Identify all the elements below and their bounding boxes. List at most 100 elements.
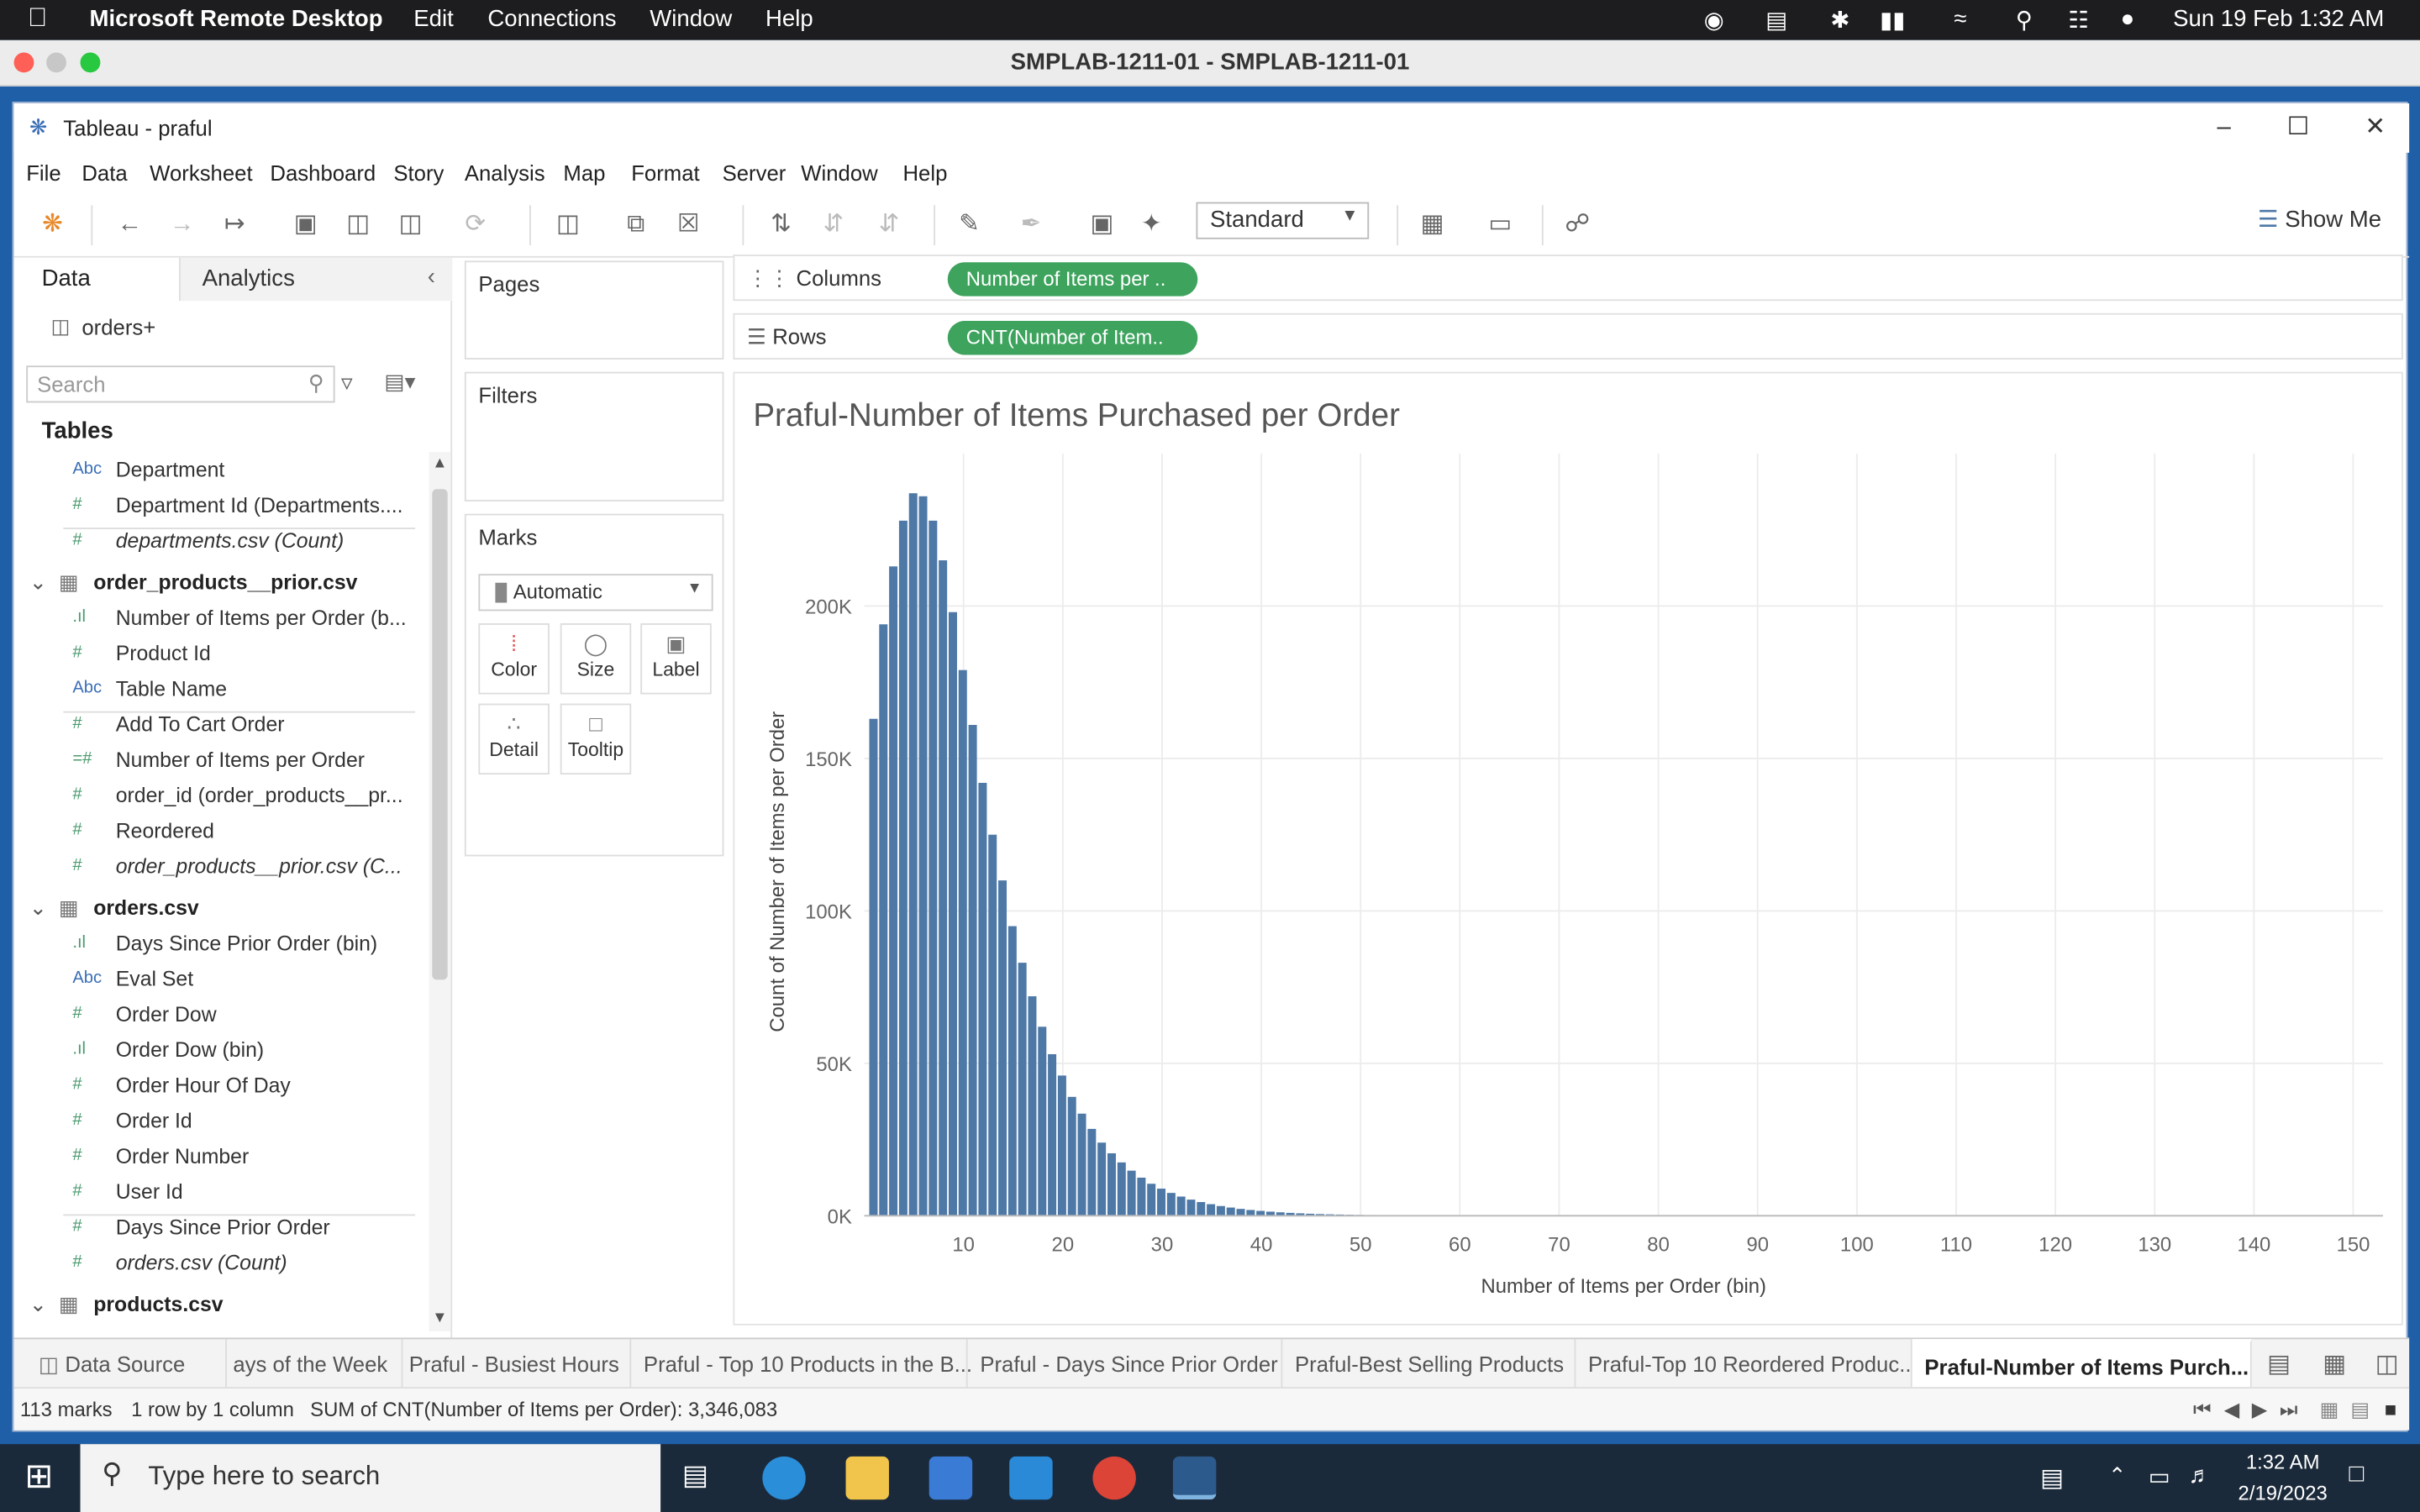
columns-shelf[interactable]: ⋮⋮ Columns Number of Items per .. xyxy=(733,255,2403,302)
bar[interactable] xyxy=(1316,1214,1325,1216)
tableau-home-icon[interactable]: ❋ xyxy=(42,211,63,238)
bar[interactable] xyxy=(1107,1152,1116,1216)
bar[interactable] xyxy=(1048,1053,1057,1216)
last-sheet-icon[interactable]: ⏭ xyxy=(2279,1398,2298,1421)
presentation-icon[interactable]: ▭ xyxy=(1488,211,1512,238)
undo-icon[interactable]: ← xyxy=(117,211,142,238)
windows-start-icon[interactable]: ⊞ xyxy=(24,1456,54,1495)
sheet-tab[interactable]: Praful-Best Selling Products xyxy=(1282,1339,1576,1389)
bar[interactable] xyxy=(918,496,928,1216)
notifications-icon[interactable]: □ xyxy=(2349,1461,2365,1488)
histogram-chart[interactable]: 0K 50K 100K 150K 200K 10 20 30 40 50 60 70 80 90 100 11… xyxy=(734,373,2404,1326)
bar[interactable] xyxy=(1077,1113,1086,1216)
maximize-icon[interactable]: ☐ xyxy=(2286,113,2310,141)
new-worksheet-icon[interactable]: ◫ xyxy=(556,211,580,238)
filters-card[interactable]: Filters xyxy=(464,371,724,501)
menu-file[interactable]: File xyxy=(26,160,61,186)
bar[interactable] xyxy=(1147,1184,1156,1216)
columns-pill[interactable]: Number of Items per .. xyxy=(947,262,1198,297)
apple-icon[interactable]:  xyxy=(28,3,47,34)
scroll-down-icon[interactable]: ▼ xyxy=(432,1310,448,1327)
bar[interactable] xyxy=(1197,1202,1206,1216)
bar[interactable] xyxy=(948,612,957,1216)
new-dashboard-tab-icon[interactable]: ▦ xyxy=(2323,1351,2347,1378)
table-group[interactable]: ⌄ ▦ orders.csv xyxy=(29,896,199,920)
tab-data[interactable]: Data xyxy=(13,257,181,302)
tooltip-button[interactable]: □ Tooltip xyxy=(560,703,632,775)
replay-icon[interactable]: ↦ xyxy=(224,211,245,238)
next-sheet-icon[interactable]: ▶ xyxy=(2251,1398,2268,1421)
bar[interactable] xyxy=(1018,963,1027,1216)
bar[interactable] xyxy=(1137,1177,1146,1216)
search-input[interactable]: Search ⚲ xyxy=(26,365,335,403)
swap-icon[interactable]: ⇅ xyxy=(771,211,792,238)
menu-map[interactable]: Map xyxy=(563,160,606,186)
bar[interactable] xyxy=(1007,926,1017,1216)
bar[interactable] xyxy=(1176,1196,1186,1216)
show-me-button[interactable]: ☰ Show Me xyxy=(2257,207,2382,234)
sheet-sorter-icon[interactable]: ▦ xyxy=(2319,1398,2339,1421)
bar[interactable] xyxy=(1207,1204,1216,1216)
menu-story[interactable]: Story xyxy=(393,160,445,186)
mac-menu-help[interactable]: Help xyxy=(765,6,813,33)
share-icon[interactable]: ☍ xyxy=(1565,211,1591,238)
close-icon[interactable]: ✕ xyxy=(2365,113,2386,141)
zoom-window-button[interactable] xyxy=(80,52,101,73)
volume-icon[interactable]: ♬ xyxy=(2188,1462,2212,1489)
bar[interactable] xyxy=(1286,1212,1295,1216)
group-icon[interactable]: ✒ xyxy=(1020,211,1042,238)
minimize-icon[interactable]: – xyxy=(2217,113,2231,141)
bar[interactable] xyxy=(958,669,967,1216)
network-icon[interactable]: ▭ xyxy=(2148,1464,2170,1491)
task-view-icon[interactable]: ▤ xyxy=(681,1459,709,1491)
new-story-tab-icon[interactable]: ◫ xyxy=(2375,1351,2399,1378)
prev-sheet-icon[interactable]: ◀ xyxy=(2223,1398,2240,1421)
bar[interactable] xyxy=(1157,1189,1166,1216)
label-button[interactable]: ▣ Label xyxy=(640,623,712,695)
bar[interactable] xyxy=(869,718,878,1216)
new-worksheet-tab-icon[interactable]: ▤ xyxy=(2267,1351,2291,1378)
mail-icon[interactable] xyxy=(1009,1456,1053,1500)
rows-pill[interactable]: CNT(Number of Item.. xyxy=(947,321,1198,355)
table-group[interactable]: ⌄ ▦ order_products__prior.csv xyxy=(29,570,358,595)
news-icon[interactable]: ▤ xyxy=(2040,1465,2064,1493)
fit-select[interactable]: Standard ▼ xyxy=(1196,202,1370,239)
bed-icon[interactable]: ▤ xyxy=(1765,8,1788,34)
bar[interactable] xyxy=(1265,1211,1275,1216)
table-group[interactable]: ⌄ ▦ products.csv xyxy=(29,1293,224,1316)
redo-icon[interactable]: → xyxy=(170,211,195,238)
control-center-icon[interactable]: ☷ xyxy=(2068,8,2089,34)
data-source-tab[interactable]: ◫ Data Source xyxy=(26,1339,227,1389)
pages-card[interactable]: Pages xyxy=(464,260,724,360)
menu-data[interactable]: Data xyxy=(82,160,128,186)
bar[interactable] xyxy=(898,520,908,1216)
bar[interactable] xyxy=(1256,1210,1265,1216)
save-icon[interactable]: ▣ xyxy=(293,211,318,238)
scroll-up-icon[interactable]: ▲ xyxy=(432,454,448,473)
mac-menu-connections[interactable]: Connections xyxy=(487,6,617,33)
tabs-view-icon[interactable]: ■ xyxy=(2384,1398,2397,1421)
sort-ascending-icon[interactable]: ⇵ xyxy=(823,211,844,238)
spotlight-icon[interactable]: ⚲ xyxy=(2015,8,2033,34)
menu-dashboard[interactable]: Dashboard xyxy=(270,160,376,186)
chevron-up-icon[interactable]: ⌃ xyxy=(2107,1462,2127,1488)
bar[interactable] xyxy=(1166,1193,1176,1216)
first-sheet-icon[interactable]: ⏮ xyxy=(2192,1398,2212,1421)
menu-server[interactable]: Server xyxy=(722,160,786,186)
sheet-tab-active[interactable]: Praful-Number of Items Purch... xyxy=(1912,1339,2252,1389)
close-window-button[interactable] xyxy=(13,52,34,73)
bar[interactable] xyxy=(978,782,987,1216)
tab-analytics[interactable]: Analytics xyxy=(180,257,453,302)
menu-window[interactable]: Window xyxy=(801,160,878,186)
detail-button[interactable]: ∴ Detail xyxy=(478,703,550,775)
rows-shelf[interactable]: ☰ Rows CNT(Number of Item.. xyxy=(733,312,2403,360)
store-icon[interactable] xyxy=(929,1456,973,1500)
bar[interactable] xyxy=(1296,1213,1305,1216)
edge-icon[interactable] xyxy=(762,1456,806,1500)
scrollbar-thumb[interactable] xyxy=(432,489,448,980)
duplicate-sheet-icon[interactable]: ⧉ xyxy=(627,211,645,238)
bar[interactable] xyxy=(1117,1162,1126,1216)
menu-analysis[interactable]: Analysis xyxy=(464,160,545,186)
clear-sheet-icon[interactable]: ☒ xyxy=(677,211,700,238)
bar[interactable] xyxy=(1216,1205,1225,1216)
